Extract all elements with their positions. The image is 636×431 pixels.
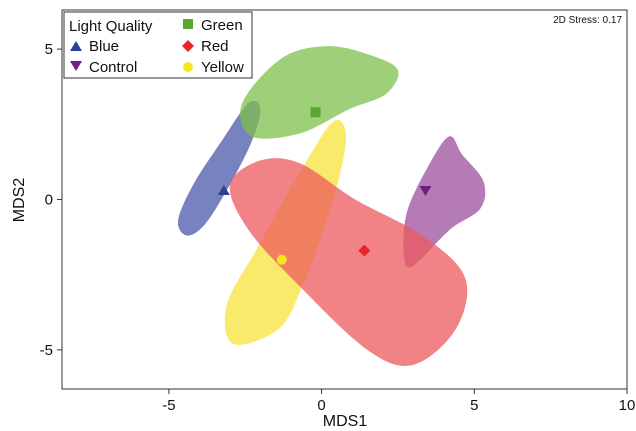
legend-label-yellow: Yellow: [201, 59, 244, 76]
y-tick-label: -5: [40, 342, 53, 359]
centroid-layer: [217, 107, 432, 265]
stress-annotation: 2D Stress: 0.17: [553, 15, 622, 26]
legend-marker-red-diamond: [182, 40, 194, 52]
y-tick-label: 0: [45, 192, 53, 209]
x-tick-label: 5: [470, 397, 478, 414]
centroid-marker-blue: [217, 184, 230, 195]
x-tick-label: 0: [317, 397, 325, 414]
legend-label-control: Control: [89, 59, 137, 76]
centroid-marker-control: [419, 185, 432, 196]
hull-layer: [177, 46, 486, 366]
y-tick-label: 5: [45, 41, 53, 58]
legend: Light Quality Blue Control Green Red Yel…: [63, 11, 253, 79]
legend-marker-green-square: [183, 19, 193, 29]
axis-layer: -5 0 5 10 -5 0 5: [40, 41, 636, 414]
centroid-marker-yellow: [276, 254, 287, 265]
legend-marker-yellow-circle: [183, 62, 193, 72]
legend-label-red: Red: [201, 38, 229, 55]
centroid-marker-green: [310, 107, 321, 118]
legend-marker-control-triangle: [70, 61, 82, 71]
hull-control: [403, 136, 486, 268]
y-axis-title: MDS2: [11, 178, 28, 223]
centroid-marker-red: [358, 244, 371, 257]
legend-label-blue: Blue: [89, 38, 119, 55]
x-tick-label: 10: [619, 397, 636, 414]
legend-marker-blue-triangle: [70, 41, 82, 51]
legend-title: Light Quality: [69, 18, 153, 35]
x-axis-title: MDS1: [323, 413, 368, 430]
hull-blue: [177, 100, 261, 236]
x-tick-label: -5: [162, 397, 175, 414]
legend-box: [63, 11, 253, 79]
hull-red: [229, 158, 468, 366]
hull-green: [240, 46, 399, 139]
legend-label-green: Green: [201, 17, 243, 34]
